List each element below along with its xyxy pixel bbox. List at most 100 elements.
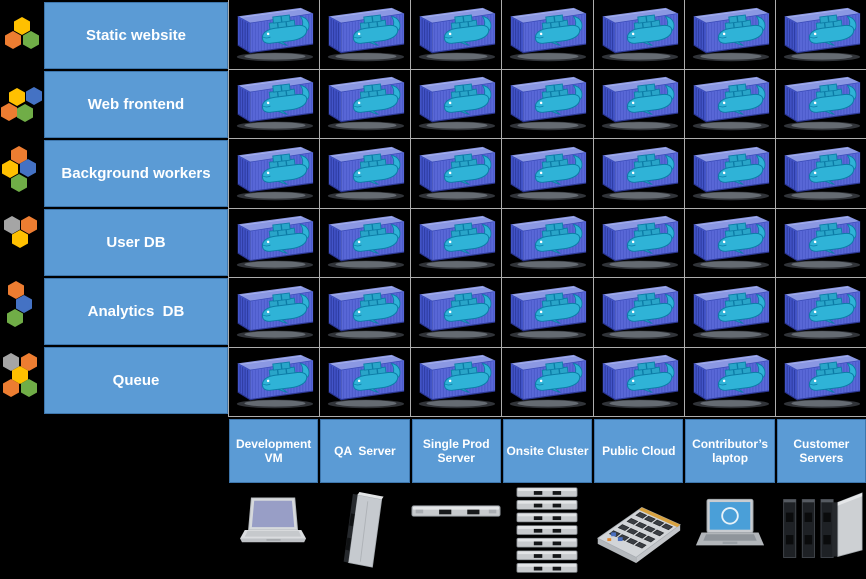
docker-container-icon — [601, 7, 678, 61]
matrix-cell-background-workers-public-cloud — [593, 139, 684, 208]
docker-whale-icon — [626, 222, 675, 255]
matrix-cell-background-workers-customer-servers — [775, 139, 866, 208]
target-icon-slot-public-cloud — [592, 485, 684, 579]
docker-container-icon — [783, 146, 861, 200]
service-label-static-website: Static website — [44, 2, 228, 69]
docker-container-icon — [692, 7, 769, 61]
hexagon-icon — [11, 146, 27, 164]
docker-whale-icon — [808, 83, 857, 116]
matrix-cell-user-db-development-vm — [229, 208, 320, 277]
docker-whale-icon — [444, 292, 492, 324]
hexagon-icon — [11, 174, 27, 192]
docker-whale-icon — [535, 222, 583, 255]
service-hexagon-icon — [2, 160, 18, 178]
service-label-user-db: User DB — [44, 209, 228, 276]
service-hexagon-icon — [21, 353, 37, 371]
service-hexagon-icon — [17, 104, 33, 122]
docker-container-icon — [236, 355, 314, 409]
docker-whale-icon — [444, 83, 492, 116]
matrix-cell-queue-contributor-s-laptop — [684, 347, 775, 416]
docker-whale-icon — [808, 222, 857, 255]
matrix-cell-static-website-onsite-cluster — [502, 0, 593, 69]
docker-whale-icon — [535, 14, 583, 46]
docker-container-icon — [783, 7, 861, 61]
docker-whale-icon — [262, 14, 310, 46]
docker-whale-icon — [626, 361, 675, 394]
docker-whale-icon — [444, 361, 492, 394]
service-hexagon-icon — [21, 216, 37, 234]
matrix-cell-user-db-qa-server — [320, 208, 411, 277]
docker-whale-icon — [808, 14, 857, 46]
laptop-logo-screen-icon — [695, 498, 764, 546]
hexagon-icon — [21, 353, 37, 371]
service-label-analytics-db: Analytics DB — [44, 278, 228, 345]
hexagon-icon — [1, 103, 17, 121]
docker-whale-icon — [262, 222, 310, 255]
docker-container-icon — [419, 77, 496, 131]
container-matrix-grid — [228, 0, 866, 417]
matrix-cell-analytics-db-development-vm — [229, 278, 320, 347]
matrix-cell-background-workers-onsite-cluster — [502, 139, 593, 208]
docker-container-icon — [419, 216, 496, 270]
target-icon-slot-onsite-cluster — [501, 485, 592, 579]
hexagon-icon — [12, 366, 28, 384]
docker-container-icon — [419, 146, 496, 200]
service-hexagon-icon — [11, 146, 27, 164]
matrix-cell-background-workers-contributor-s-laptop — [684, 139, 775, 208]
docker-container-icon — [510, 146, 587, 200]
docker-container-icon — [783, 285, 861, 339]
rack-server-icon — [410, 505, 501, 517]
service-hexagon-icon — [16, 295, 32, 313]
service-hexagon-icon — [12, 366, 28, 384]
docker-whale-icon — [717, 361, 766, 394]
blade-server-group-icon — [782, 492, 863, 558]
docker-whale-icon — [535, 83, 583, 116]
docker-whale-icon — [444, 153, 492, 185]
target-header-qa-server: QA Server — [320, 419, 410, 483]
service-label-queue: Queue — [44, 347, 228, 414]
service-hexagon-icon — [7, 309, 23, 327]
matrix-cell-web-frontend-development-vm — [229, 69, 320, 138]
docker-whale-icon — [626, 14, 675, 46]
matrix-cell-background-workers-qa-server — [320, 139, 411, 208]
service-label-web-frontend: Web frontend — [44, 71, 228, 138]
docker-whale-icon — [262, 292, 310, 324]
docker-container-icon — [236, 7, 314, 61]
docker-container-icon — [328, 216, 405, 270]
docker-container-icon — [601, 146, 678, 200]
docker-container-icon — [510, 216, 587, 270]
service-hex-icons-column — [0, 0, 44, 417]
docker-whale-icon — [353, 361, 401, 394]
docker-container-icon — [419, 285, 496, 339]
matrix-cell-queue-development-vm — [229, 347, 320, 416]
docker-container-icon — [328, 77, 405, 131]
target-icon-slot-single-prod-server — [410, 485, 501, 579]
hexagon-icon — [9, 88, 25, 106]
matrix-cell-web-frontend-qa-server — [320, 69, 411, 138]
hexagon-icon — [3, 353, 19, 371]
docker-container-icon — [692, 285, 769, 339]
docker-container-icon — [692, 355, 769, 409]
docker-whale-icon — [808, 361, 857, 394]
docker-container-icon — [692, 146, 769, 200]
service-hexagon-icon — [9, 88, 25, 106]
hexagon-icon — [16, 295, 32, 313]
docker-whale-icon — [717, 14, 766, 46]
target-header-development-vm: Development VM — [229, 419, 319, 483]
docker-container-icon — [692, 77, 769, 131]
rack-server-stack-icon — [516, 487, 577, 573]
service-hexagon-icon — [20, 159, 36, 177]
docker-whale-icon — [626, 153, 675, 185]
hexagon-icon — [2, 160, 18, 178]
matrix-cell-user-db-contributor-s-laptop — [684, 208, 775, 277]
docker-whale-icon — [808, 292, 857, 324]
docker-whale-icon — [262, 83, 310, 116]
server-mainboard-icon — [597, 507, 681, 564]
matrix-cell-static-website-customer-servers — [775, 0, 866, 69]
target-icon-slot-qa-server — [319, 485, 410, 579]
service-hexagon-icon — [11, 174, 27, 192]
docker-whale-icon — [353, 153, 401, 185]
service-hexagon-icon — [8, 281, 24, 299]
matrix-cell-background-workers-single-prod-server — [411, 139, 502, 208]
